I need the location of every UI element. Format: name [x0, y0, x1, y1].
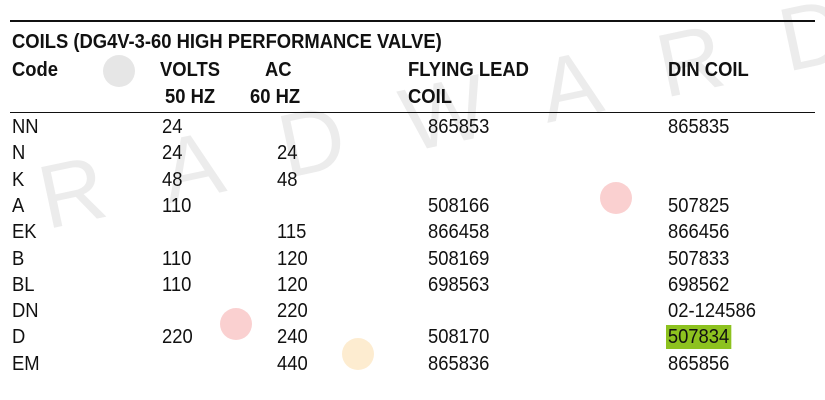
code-cell: B: [12, 247, 25, 270]
value-cell: 220: [162, 326, 193, 349]
header-rule: [10, 112, 815, 113]
value-cell: 698562: [668, 273, 730, 296]
value-cell: 120: [277, 273, 308, 296]
code-cell: DN: [12, 300, 39, 323]
value-cell: 240: [277, 326, 308, 349]
column-header: DIN COIL: [668, 59, 749, 81]
value-cell: 48: [162, 168, 183, 191]
column-subheader: COIL: [408, 86, 452, 108]
code-cell: K: [12, 168, 25, 191]
value-cell: 24: [162, 142, 183, 165]
value-cell: 120: [277, 247, 308, 270]
value-cell: 865836: [428, 352, 490, 375]
value-cell: 507825: [668, 194, 730, 217]
value-cell: 865856: [668, 352, 730, 375]
code-cell: A: [12, 194, 25, 217]
value-cell: 48: [277, 168, 298, 191]
table-title: COILS (DG4V-3-60 HIGH PERFORMANCE VALVE): [12, 31, 442, 53]
value-cell: 865835: [668, 116, 730, 138]
code-cell: BL: [12, 273, 35, 296]
column-header: VOLTS: [160, 59, 220, 81]
code-cell: D: [12, 326, 26, 349]
value-cell: 865853: [428, 116, 490, 138]
watermark-dot: [103, 55, 135, 87]
column-subheader: 50 HZ: [165, 86, 216, 108]
value-cell: 220: [277, 300, 308, 323]
code-cell: NN: [12, 116, 39, 138]
value-cell: 508166: [428, 194, 490, 217]
column-subheader: 60 HZ: [250, 86, 301, 108]
value-cell: 698563: [428, 273, 490, 296]
watermark-dot: [342, 338, 374, 370]
value-cell: 866456: [668, 221, 730, 244]
top-rule: [10, 20, 815, 22]
code-cell: EM: [12, 352, 40, 375]
code-cell: EK: [12, 221, 37, 244]
value-cell: 110: [162, 247, 192, 270]
value-cell: 507834: [666, 325, 732, 350]
watermark-dot: [600, 182, 632, 214]
value-cell: 24: [162, 116, 183, 138]
value-cell: 508169: [428, 247, 490, 270]
value-cell: 24: [277, 142, 298, 165]
column-header: FLYING LEAD: [408, 59, 529, 81]
column-header: Code: [12, 59, 58, 81]
value-cell: 110: [162, 194, 192, 217]
column-header: AC: [265, 59, 292, 81]
value-cell: 507833: [668, 247, 730, 270]
watermark-dot: [220, 308, 252, 340]
value-cell: 110: [162, 273, 192, 296]
value-cell: 508170: [428, 326, 490, 349]
value-cell: 866458: [428, 221, 490, 244]
code-cell: N: [12, 142, 26, 165]
value-cell: 115: [277, 221, 307, 244]
value-cell: 440: [277, 352, 308, 375]
value-cell: 02-124586: [668, 300, 757, 323]
